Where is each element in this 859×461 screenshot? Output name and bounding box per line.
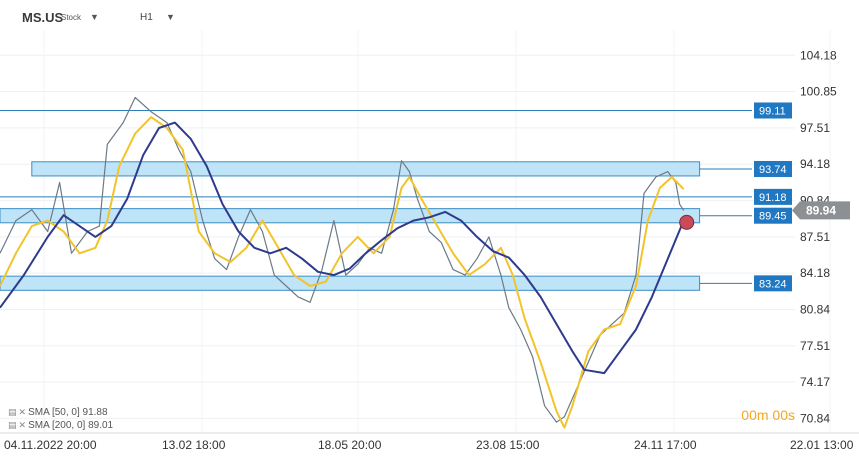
time-tick-label: 23.08 15:00 — [476, 438, 540, 452]
sma200-line — [0, 121, 685, 375]
price-tick-label: 104.18 — [800, 48, 837, 62]
price-tick-label: 87.51 — [800, 230, 830, 244]
price-tick-label: 84.18 — [800, 266, 830, 280]
settings-icon[interactable]: ▤ — [8, 407, 17, 417]
level-price-tag[interactable] — [754, 160, 792, 177]
candle-timer: 00m 00s — [741, 407, 795, 423]
price-tick-label: 100.85 — [800, 85, 837, 99]
time-tick-label: 13.02 18:00 — [162, 438, 226, 452]
legend-sma200-label: SMA [200, 0] 89.01 — [28, 420, 114, 431]
time-tick-label: 22.01 13:00 — [790, 438, 854, 452]
level-price-label: 89.45 — [759, 211, 787, 223]
price-tick-label: 77.51 — [800, 339, 830, 353]
sma50-line — [0, 116, 685, 429]
symbol-dropdown-icon[interactable]: ▼ — [90, 12, 99, 22]
support-zone[interactable] — [0, 275, 701, 291]
legend-sma50-label: SMA [50, 0] 91.88 — [28, 407, 108, 418]
settings-icon[interactable]: ▤ — [8, 420, 17, 430]
close-icon[interactable]: ✕ — [18, 420, 27, 430]
chart-toolbar: MS.US Stock ▼ H1 ▼ — [0, 0, 300, 32]
timeframe-label[interactable]: H1 — [140, 12, 153, 23]
legend-sma50[interactable]: ▤ ✕ SMA [50, 0] 91.88 — [8, 406, 113, 419]
time-tick-label: 24.11 17:00 — [634, 438, 697, 452]
close-icon[interactable]: ✕ — [18, 407, 27, 417]
level-price-label: 83.24 — [759, 278, 787, 290]
level-price-tag[interactable] — [754, 102, 792, 119]
price-tick-label: 94.18 — [800, 157, 830, 171]
indicator-legend: ▤ ✕ SMA [50, 0] 91.88 ▤ ✕ SMA [200, 0] 8… — [8, 406, 113, 432]
level-price-label: 91.18 — [759, 192, 787, 204]
legend-sma200[interactable]: ▤ ✕ SMA [200, 0] 89.01 — [8, 419, 113, 432]
time-tick-label: 04.11.2022 20:00 — [4, 438, 97, 452]
price-tick-label: 74.17 — [800, 375, 830, 389]
time-tick-label: 18.05 20:00 — [318, 438, 382, 452]
timeframe-dropdown-icon[interactable]: ▼ — [166, 12, 175, 22]
level-price-tag[interactable] — [754, 275, 792, 292]
level-price-label: 93.74 — [759, 164, 787, 176]
level-price-tag[interactable] — [754, 207, 792, 224]
level-price-tag[interactable] — [754, 188, 792, 205]
support-zone[interactable] — [31, 161, 701, 177]
current-price-label: 89.94 — [806, 203, 836, 217]
price-tick-label: 80.84 — [800, 302, 830, 316]
current-price-marker[interactable] — [679, 214, 695, 230]
current-price-tag — [792, 201, 850, 220]
price-tick-label: 97.51 — [800, 121, 830, 135]
asset-type-label: Stock — [61, 13, 82, 22]
support-zone[interactable] — [0, 208, 701, 224]
level-price-label: 99.11 — [759, 105, 786, 117]
price-tick-label: 70.84 — [800, 411, 830, 425]
symbol-label[interactable]: MS.US — [22, 10, 64, 25]
